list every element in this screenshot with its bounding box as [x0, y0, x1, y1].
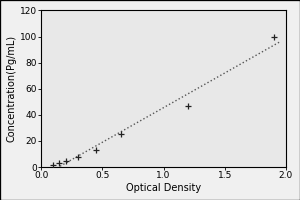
X-axis label: Optical Density: Optical Density: [126, 183, 201, 193]
Y-axis label: Concentration(Pg/mL): Concentration(Pg/mL): [7, 35, 17, 142]
